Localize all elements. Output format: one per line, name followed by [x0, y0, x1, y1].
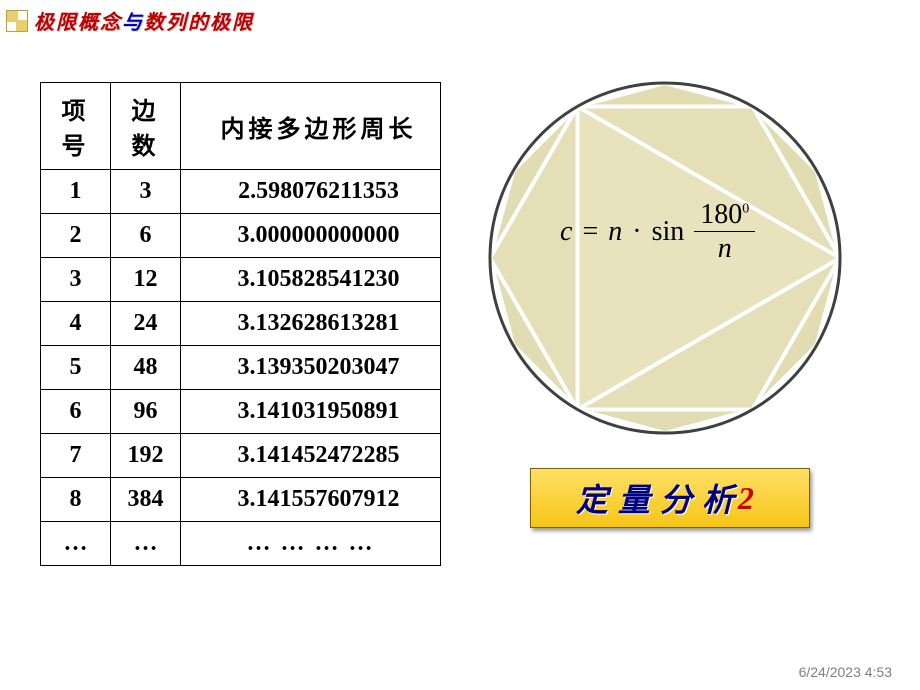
cell-index: 2	[41, 214, 111, 258]
badge-text: 定量分析	[576, 475, 744, 521]
formula-fraction: 1800 n	[694, 200, 755, 264]
frac-numerator: 1800	[694, 200, 755, 232]
cell-perim: 3.132628613281	[181, 302, 441, 346]
table-row: 2 6 3.000000000000	[41, 214, 441, 258]
cell-perim: 3.141452472285	[181, 434, 441, 478]
frac-denominator: n	[718, 232, 732, 263]
cell-perim: 3.000000000000	[181, 214, 441, 258]
perimeter-table: 项号 边数 内接多边形周长 1 3 2.598076211353 2 6 3.0…	[40, 82, 441, 566]
cell-sides: 192	[111, 434, 181, 478]
cell-perim: … … … …	[181, 522, 441, 566]
frac-top-sup: 0	[742, 202, 749, 217]
cell-perim: 3.141557607912	[181, 478, 441, 522]
formula-eq: =	[578, 216, 602, 248]
col-header-index: 项号	[41, 83, 111, 170]
table-row: 3 12 3.105828541230	[41, 258, 441, 302]
cell-index: 3	[41, 258, 111, 302]
logo-icon	[6, 10, 28, 32]
formula-n1: n	[608, 216, 622, 248]
cell-perim: 2.598076211353	[181, 170, 441, 214]
table-row: 7 192 3.141452472285	[41, 434, 441, 478]
badge-number: 2	[738, 480, 764, 517]
title-part-3: 数列的极限	[144, 12, 254, 34]
cell-index: 1	[41, 170, 111, 214]
table-row: … … … … … …	[41, 522, 441, 566]
cell-sides: 3	[111, 170, 181, 214]
cell-index: 6	[41, 390, 111, 434]
cell-perim: 3.141031950891	[181, 390, 441, 434]
cell-index: 4	[41, 302, 111, 346]
formula-sin: sin	[652, 216, 685, 248]
cell-sides: 24	[111, 302, 181, 346]
table-row: 4 24 3.132628613281	[41, 302, 441, 346]
slide-header: 极限概念与数列的极限	[6, 6, 254, 35]
footer-timestamp: 6/24/2023 4:53	[799, 664, 892, 680]
table-header-row: 项号 边数 内接多边形周长	[41, 83, 441, 170]
col-header-perim: 内接多边形周长	[181, 83, 441, 170]
cell-perim: 3.139350203047	[181, 346, 441, 390]
table: 项号 边数 内接多边形周长 1 3 2.598076211353 2 6 3.0…	[40, 82, 441, 566]
cell-perim: 3.105828541230	[181, 258, 441, 302]
page-title: 极限概念与数列的极限	[34, 6, 254, 35]
formula-dot: ·	[628, 216, 645, 248]
cell-sides: 384	[111, 478, 181, 522]
frac-top-val: 180	[700, 199, 742, 230]
cell-index: 5	[41, 346, 111, 390]
analysis-badge: 定量分析 2	[530, 468, 810, 528]
cell-sides: …	[111, 522, 181, 566]
title-part-1: 极限概念	[34, 12, 122, 34]
cell-index: 7	[41, 434, 111, 478]
cell-sides: 12	[111, 258, 181, 302]
table-row: 8 384 3.141557607912	[41, 478, 441, 522]
table-row: 6 96 3.141031950891	[41, 390, 441, 434]
cell-index: …	[41, 522, 111, 566]
formula: c = n · sin 1800 n	[560, 200, 755, 264]
col-header-sides: 边数	[111, 83, 181, 170]
formula-lhs: c	[560, 216, 572, 248]
table-row: 1 3 2.598076211353	[41, 170, 441, 214]
cell-sides: 96	[111, 390, 181, 434]
title-part-2: 与	[122, 12, 144, 34]
cell-index: 8	[41, 478, 111, 522]
cell-sides: 6	[111, 214, 181, 258]
cell-sides: 48	[111, 346, 181, 390]
table-row: 5 48 3.139350203047	[41, 346, 441, 390]
